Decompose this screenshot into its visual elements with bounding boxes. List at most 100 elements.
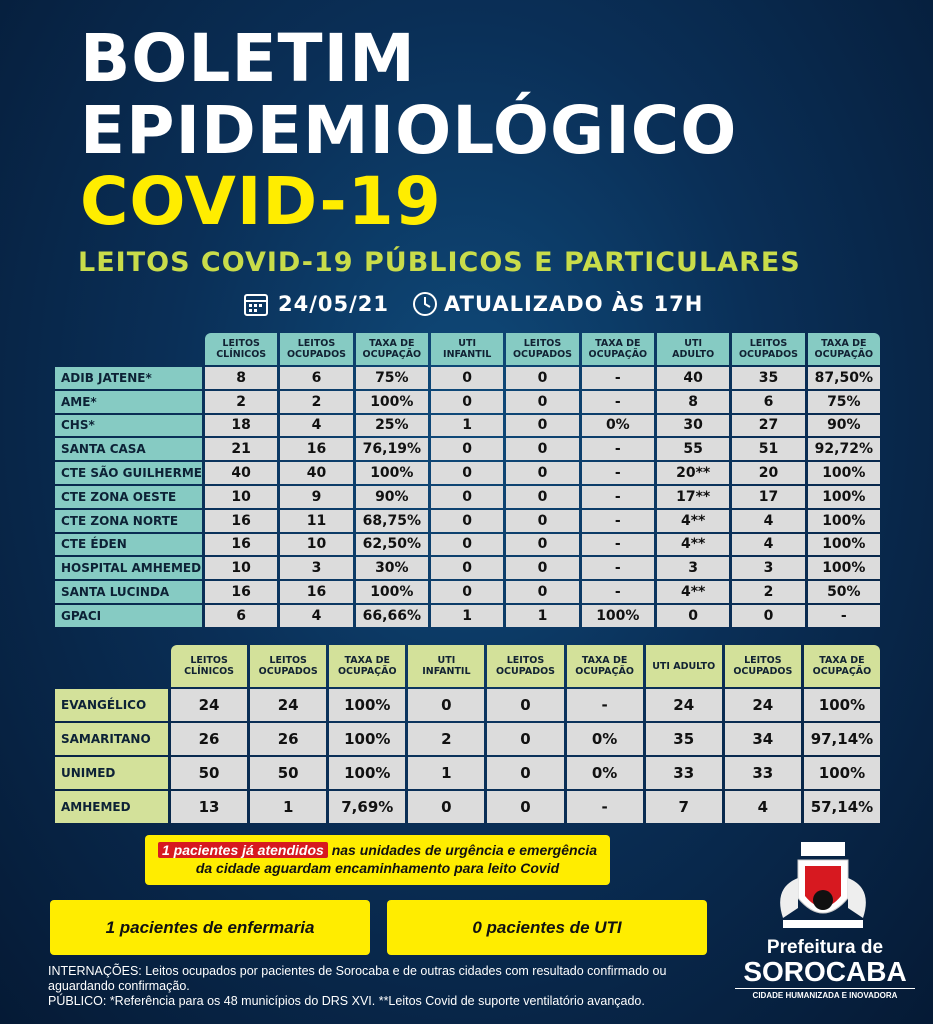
cell: 100%	[329, 723, 406, 755]
cell: 0	[506, 557, 579, 580]
row-label: EVANGÉLICO	[55, 689, 168, 721]
cell: 0	[487, 689, 564, 721]
cell: 16	[205, 509, 278, 532]
cell: 100%	[807, 509, 880, 532]
column-header: UTI ADULTO	[657, 333, 730, 365]
column-header: UTI ADULTO	[645, 645, 722, 687]
updated: ATUALIZADO ÀS 17H	[444, 292, 704, 316]
cell: 18	[205, 414, 278, 437]
cell: 97,14%	[803, 723, 880, 755]
cell: 16	[205, 533, 278, 556]
cell: 26	[250, 723, 327, 755]
column-header: UTI INFANTIL	[408, 645, 485, 687]
cell: 33	[645, 757, 722, 789]
column-header: TAXA DE OCUPAÇÃO	[807, 333, 880, 365]
date: 24/05/21	[278, 292, 390, 316]
cell: 51	[732, 438, 805, 461]
cell: 0	[431, 533, 504, 556]
cell: 16	[280, 581, 353, 603]
cell: 0	[487, 723, 564, 755]
logo: Prefeitura de SOROCABA CIDADE HUMANIZADA…	[735, 938, 915, 1000]
cell: -	[581, 462, 654, 484]
column-header: LEITOS CLÍNICOS	[171, 645, 248, 687]
cell: 2	[408, 723, 485, 755]
row-label: CHS*	[55, 414, 202, 437]
cell: 17	[732, 485, 805, 508]
cell: 0%	[581, 414, 654, 437]
cell: 6	[280, 367, 353, 389]
cell: 0%	[566, 723, 643, 755]
column-header: TAXA DE OCUPAÇÃO	[329, 645, 406, 687]
cell: 20	[732, 462, 805, 484]
cell: -	[581, 557, 654, 580]
cell: 0	[506, 367, 579, 389]
cell: 0	[431, 438, 504, 461]
cell: 25%	[355, 414, 428, 437]
cell: -	[581, 438, 654, 461]
cell: 55	[657, 438, 730, 461]
cell: 2	[280, 390, 353, 413]
cell: 100%	[581, 604, 654, 627]
cell: 4	[724, 791, 801, 823]
cell: 4	[280, 604, 353, 627]
cell: 4	[280, 414, 353, 437]
row-label: SAMARITANO	[55, 723, 168, 755]
cell: -	[566, 689, 643, 721]
column-header: LEITOS CLÍNICOS	[205, 333, 278, 365]
logo-tagline: CIDADE HUMANIZADA E INOVADORA	[735, 988, 915, 1000]
column-header: TAXA DE OCUPAÇÃO	[355, 333, 428, 365]
spacer	[55, 333, 202, 365]
cell: 62,50%	[355, 533, 428, 556]
cell: 35	[645, 723, 722, 755]
column-header: TAXA DE OCUPAÇÃO	[581, 333, 654, 365]
cell: 0	[431, 390, 504, 413]
table: LEITOS CLÍNICOS LEITOS OCUPADOS TAXA DE OC…	[55, 645, 880, 823]
cell: 0	[506, 438, 579, 461]
column-header: TAXA DE OCUPAÇÃO	[566, 645, 643, 687]
cell: 20**	[657, 462, 730, 484]
cell: 4**	[657, 581, 730, 603]
cell: 16	[280, 438, 353, 461]
cell: 50	[250, 757, 327, 789]
cell: 76,19%	[355, 438, 428, 461]
cell: 24	[250, 689, 327, 721]
clock-icon	[413, 292, 437, 316]
cell: 8	[657, 390, 730, 413]
cell: 0	[408, 791, 485, 823]
column-header: TAXA DE OCUPAÇÃO	[803, 645, 880, 687]
column-header: LEITOS OCUPADOS	[506, 333, 579, 365]
cell: 9	[280, 485, 353, 508]
cell: 16	[205, 581, 278, 603]
cell: 100%	[329, 757, 406, 789]
cell: 50	[171, 757, 248, 789]
cell: 40	[205, 462, 278, 484]
column-header: LEITOS OCUPADOS	[250, 645, 327, 687]
cell: 4**	[657, 509, 730, 532]
cell: -	[807, 604, 880, 627]
cell: 90%	[807, 414, 880, 437]
cell: 0	[431, 485, 504, 508]
cell: -	[581, 390, 654, 413]
cell: 0	[506, 533, 579, 556]
row-label: CTE ZONA NORTE	[55, 509, 202, 532]
cell: 11	[280, 509, 353, 532]
cell: 27	[732, 414, 805, 437]
cell: 100%	[807, 533, 880, 556]
cell: 0	[431, 581, 504, 603]
cell: 3	[732, 557, 805, 580]
cell: 7	[645, 791, 722, 823]
cell: 1	[506, 604, 579, 627]
cell: 66,66%	[355, 604, 428, 627]
cell: 7,69%	[329, 791, 406, 823]
cell: 2	[205, 390, 278, 413]
cell: 100%	[807, 557, 880, 580]
cell: 10	[205, 485, 278, 508]
cell: 0	[506, 390, 579, 413]
cell: 17**	[657, 485, 730, 508]
cell: -	[581, 581, 654, 603]
cell: 100%	[355, 462, 428, 484]
row-label: HOSPITAL AMHEMED	[55, 557, 202, 580]
coat-of-arms	[780, 842, 866, 928]
cell: 40	[280, 462, 353, 484]
